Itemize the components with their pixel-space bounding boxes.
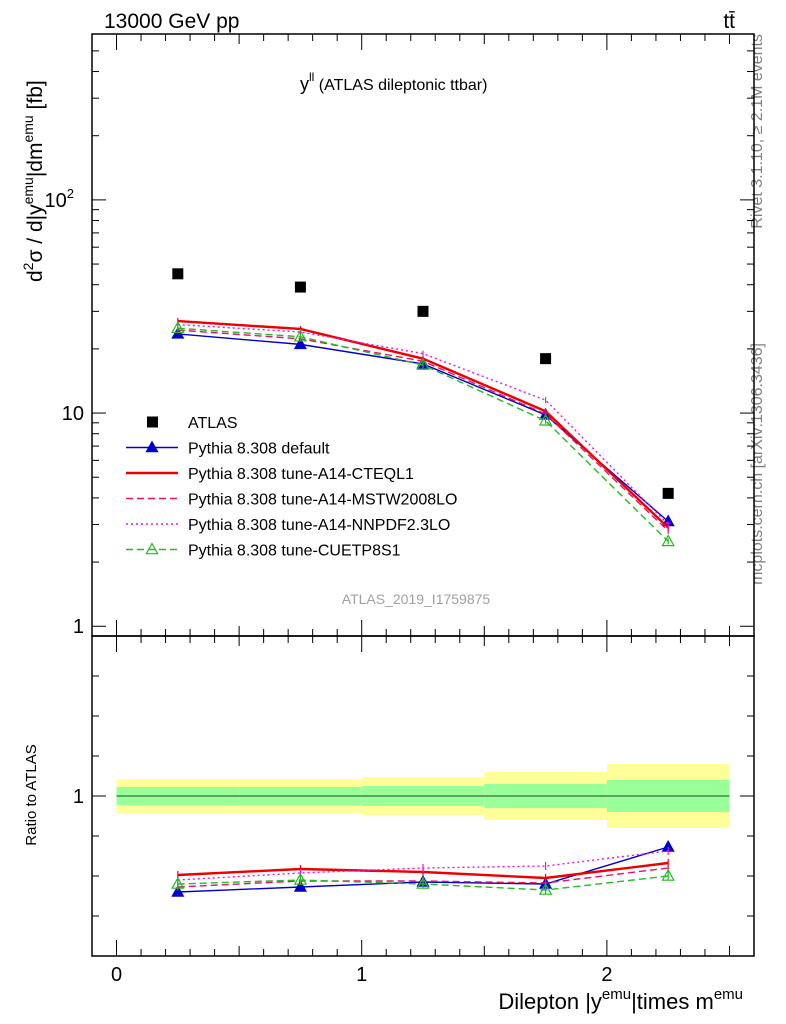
mc-line-3 <box>177 323 669 526</box>
mc-marker-4 <box>171 321 185 334</box>
tick-base: 1 <box>73 616 84 638</box>
xlabel-pre: Dilepton |y <box>498 989 602 1014</box>
legend-label: Pythia 8.308 tune-CUETP8S1 <box>188 543 401 560</box>
tick-base: 10 <box>62 403 84 425</box>
legend-atlas-marker <box>147 416 158 428</box>
analysis-watermark: ATLAS_2019_I1759875 <box>342 591 491 607</box>
plot-title-main: y <box>300 74 309 94</box>
plot-title-sup: ll <box>309 70 314 84</box>
legend-label: Pythia 8.308 default <box>188 441 330 458</box>
ylabel-d: d <box>24 270 47 282</box>
lower-plot: 1 0 1 2 <box>73 635 755 986</box>
legend-label: Pythia 8.308 tune-A14-NNPDF2.3LO <box>188 517 450 534</box>
tick-base: 10 <box>45 190 67 212</box>
mc-marker-4 <box>538 413 553 426</box>
legend-marker-4 <box>145 542 159 555</box>
ratio-marker-4 <box>293 872 308 885</box>
atlas-data-point <box>294 281 306 293</box>
legend-label: Pythia 8.308 tune-A14-MSTW2008LO <box>188 492 457 509</box>
ratio-marker-4 <box>661 868 675 881</box>
tick-exponent: 2 <box>67 186 74 201</box>
atlas-data-point <box>172 268 184 280</box>
legend-marker-0 <box>145 440 159 453</box>
ratio-marker-0 <box>293 879 307 892</box>
upper-y-tick-label: 102 <box>45 186 74 212</box>
xlabel-sup1: emu <box>602 986 631 1003</box>
mcplots-label: mcplots.cern.ch [arXiv:1306.3436] <box>749 343 766 585</box>
lower-y-tick-label: 1 <box>73 786 84 808</box>
legend: ATLAS Pythia 8.308 default Pythia 8.308 tu… <box>126 415 457 560</box>
ylabel-unit: [fb] <box>24 80 47 115</box>
x-axis-label: Dilepton |yemu|times memu <box>498 986 743 1014</box>
upper-y-tick-label: 1 <box>73 616 84 638</box>
ratio-marker-4 <box>538 882 553 895</box>
upper-y-tick-label: 10 <box>62 403 84 425</box>
ylabel-sigma: σ / d|y <box>24 204 47 263</box>
header-left: 13000 GeV pp <box>104 10 239 33</box>
ratio-marker-0 <box>171 884 185 897</box>
plot-title-rest: (ATLAS dileptonic ttbar) <box>314 77 487 94</box>
ylabel-sup2: 2 <box>20 262 36 270</box>
ylabel-mid: |dm <box>24 143 47 178</box>
x-tick-label: 0 <box>111 964 122 986</box>
lower-ylabel: Ratio to ATLAS <box>23 744 40 845</box>
lower-frame <box>91 635 755 957</box>
mc-marker-4 <box>416 357 430 370</box>
ylabel-sup-emu1: emu <box>20 177 36 204</box>
legend-label: ATLAS <box>188 415 238 432</box>
mc-marker-0 <box>293 337 307 350</box>
upper-ylabel: d2σ / d|yemu|dmemu [fb] <box>20 80 47 282</box>
xlabel-sup2: emu <box>714 986 743 1003</box>
plot-title: yll (ATLAS dileptonic ttbar) <box>300 70 487 94</box>
atlas-data-point <box>662 487 674 499</box>
ylabel-sup-emu2: emu <box>20 115 36 142</box>
header-right: tt̄ <box>723 10 735 33</box>
mc-marker-4 <box>293 329 308 342</box>
x-tick-label: 1 <box>356 964 367 986</box>
mc-marker-4 <box>661 534 675 547</box>
atlas-data-point <box>417 305 429 317</box>
atlas-data-point <box>540 353 552 365</box>
x-tick-label: 2 <box>601 964 612 986</box>
legend-label: Pythia 8.308 tune-A14-CTEQL1 <box>188 466 414 483</box>
ratio-marker-4 <box>171 876 185 889</box>
ratio-marker-4 <box>416 876 430 889</box>
xlabel-mid: |times m <box>631 989 714 1014</box>
